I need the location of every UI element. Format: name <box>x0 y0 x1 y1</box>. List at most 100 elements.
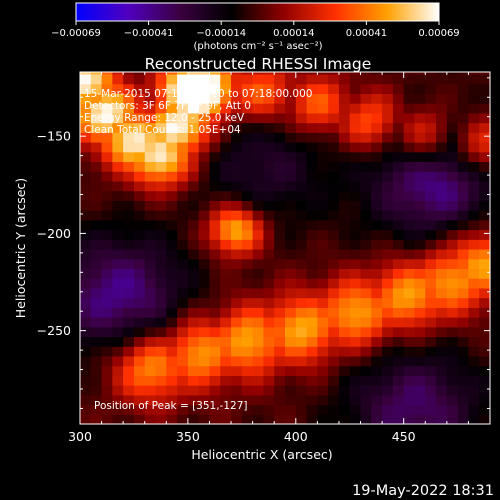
heatmap-cell <box>187 404 200 415</box>
heatmap-cell <box>144 346 157 357</box>
heatmap-cell <box>187 355 200 367</box>
heatmap-cell <box>371 268 383 279</box>
heatmap-cell <box>328 287 340 299</box>
heatmap-cell <box>101 414 113 425</box>
heatmap-cell <box>155 132 167 143</box>
heatmap-cell <box>338 394 351 406</box>
heatmap-cell <box>468 317 480 328</box>
heatmap-cell <box>155 73 167 85</box>
heatmap-cell <box>90 161 103 172</box>
heatmap-cell <box>133 346 146 357</box>
heatmap-cell <box>166 307 178 318</box>
heatmap-cell <box>80 73 92 85</box>
heatmap-cell <box>155 414 167 425</box>
heatmap-cell <box>285 385 297 396</box>
heatmap-cell <box>382 161 394 172</box>
heatmap-cell <box>112 112 124 124</box>
heatmap-cell <box>392 200 405 211</box>
heatmap-cell <box>187 103 200 114</box>
heatmap-cell <box>252 346 265 357</box>
heatmap-cell <box>436 346 448 357</box>
heatmap-cell <box>144 287 157 299</box>
heatmap-cell <box>382 171 394 182</box>
heatmap-cell <box>285 258 297 270</box>
heatmap-cell <box>274 93 286 104</box>
heatmap-cell <box>457 72 470 75</box>
heatmap-cell <box>414 287 426 299</box>
colorbar-label: (photons cm⁻² s⁻¹ asec⁻²) <box>193 41 322 52</box>
heatmap-cell <box>220 326 232 338</box>
heatmap-cell <box>133 180 146 192</box>
heatmap-cell <box>220 375 232 386</box>
heatmap-cell <box>123 93 135 104</box>
heatmap-cell <box>446 355 459 367</box>
heatmap-cell <box>241 200 254 211</box>
heatmap-cell <box>285 404 297 415</box>
heatmap-cell <box>209 355 221 367</box>
heatmap-cell <box>123 326 135 338</box>
heatmap-cell <box>101 385 113 396</box>
heatmap-cell <box>144 190 157 201</box>
heatmap-cell <box>144 229 157 240</box>
heatmap-cell <box>177 375 189 386</box>
heatmap-cell <box>112 297 124 308</box>
heatmap-cell <box>457 385 470 396</box>
heatmap-cell <box>123 229 135 240</box>
heatmap-cell <box>360 83 372 94</box>
heatmap-cell <box>187 336 200 347</box>
colorbar-tick-label: −0.00041 <box>124 28 174 39</box>
heatmap-cell <box>80 248 92 260</box>
heatmap-cell <box>295 307 308 318</box>
heatmap-cell <box>220 171 232 182</box>
heatmap-cell <box>285 414 297 425</box>
heatmap-cell <box>187 385 200 396</box>
heatmap-cell <box>80 151 92 163</box>
heatmap-cell <box>349 268 362 279</box>
heatmap-cell <box>263 190 275 201</box>
heatmap-cell <box>457 132 470 143</box>
heatmap-cell <box>80 385 92 396</box>
heatmap-cell <box>317 278 329 289</box>
heatmap-cell <box>209 239 221 250</box>
heatmap-cell <box>123 132 135 143</box>
heatmap-cell <box>101 151 113 163</box>
heatmap-cell <box>123 355 135 367</box>
heatmap-cell <box>80 355 92 367</box>
heatmap-cell <box>414 404 426 415</box>
heatmap-cell <box>479 326 491 338</box>
heatmap-cell <box>155 317 167 328</box>
heatmap-cell <box>382 219 394 231</box>
heatmap-cell <box>274 365 286 376</box>
heatmap-cell <box>241 297 254 308</box>
heatmap-cell <box>198 151 211 163</box>
heatmap-cell <box>220 268 232 279</box>
heatmap-cell <box>285 365 297 376</box>
heatmap-cell <box>317 132 329 143</box>
heatmap-cell <box>133 73 146 85</box>
heatmap-cell <box>198 346 211 357</box>
heatmap-cell <box>112 346 124 357</box>
heatmap-cell <box>457 375 470 386</box>
heatmap-cell <box>144 180 157 192</box>
heatmap-cell <box>80 394 92 406</box>
heatmap-cell <box>457 161 470 172</box>
heatmap-cell <box>90 171 103 182</box>
heatmap-cell <box>252 122 265 133</box>
heatmap-cell <box>479 365 491 376</box>
heatmap-cell <box>252 219 265 231</box>
heatmap-cell <box>144 404 157 415</box>
heatmap-cell <box>425 171 437 182</box>
heatmap-cell <box>425 317 437 328</box>
heatmap-cell <box>436 355 448 367</box>
heatmap-cell <box>414 414 426 425</box>
heatmap-cell <box>274 278 286 289</box>
heatmap-cell <box>241 268 254 279</box>
heatmap-cell <box>209 365 221 376</box>
heatmap-cell <box>403 83 416 94</box>
heatmap-cell <box>241 278 254 289</box>
heatmap-cell <box>220 317 232 328</box>
heatmap-cell <box>241 307 254 318</box>
heatmap-cell <box>436 404 448 415</box>
heatmap-cell <box>209 103 221 114</box>
heatmap-cell <box>295 73 308 85</box>
